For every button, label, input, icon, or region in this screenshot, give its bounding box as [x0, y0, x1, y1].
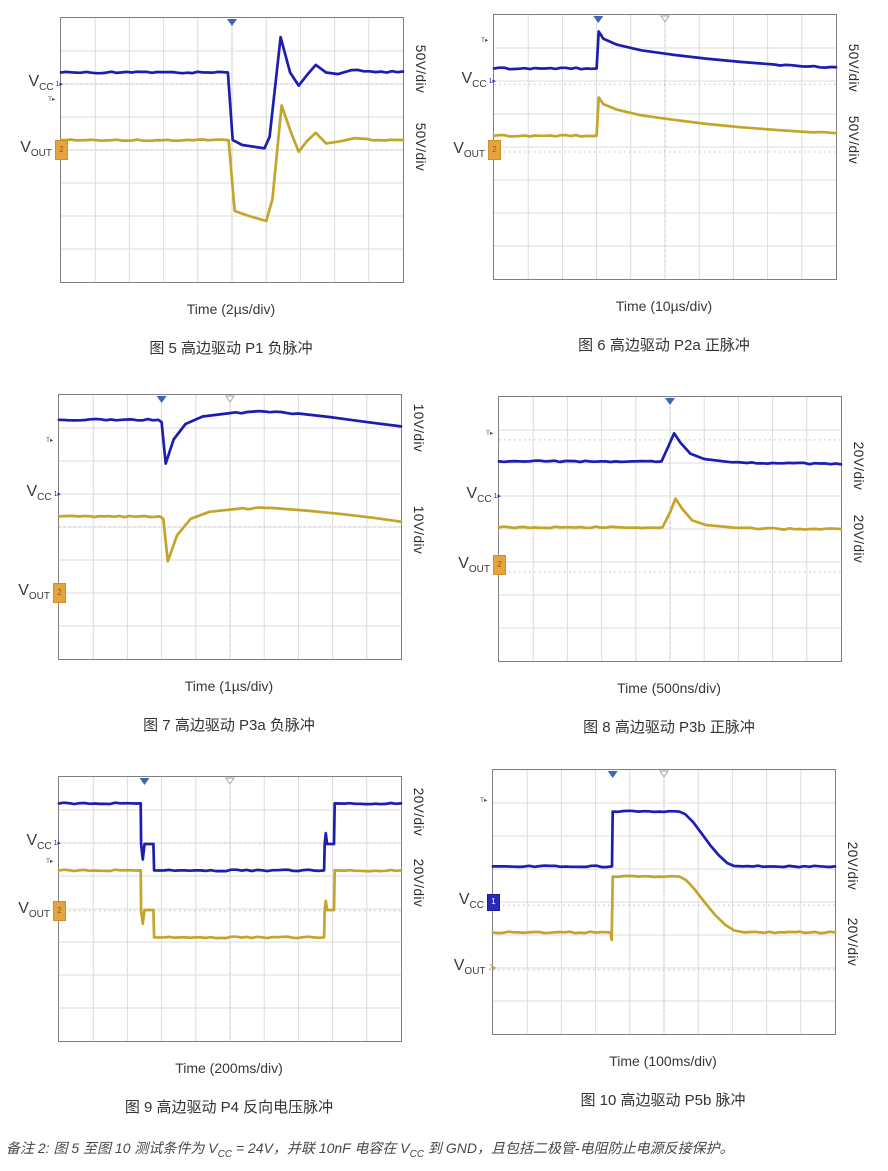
time-axis-label: Time (1µs/div) — [184, 678, 274, 694]
time-axis-label: Time (500ns/div) — [617, 680, 721, 696]
trigger-level-marker-icon: T▸ — [46, 436, 54, 444]
vcc-scale-label: 20V/div — [845, 841, 860, 890]
vout-channel-label: VOUT 2 — [0, 900, 66, 922]
figure-5-scope: VCC 1▸ T▸ VOUT 2 50V/div 50V/div Time (2… — [0, 17, 458, 367]
vcc-scale-label: 20V/div — [411, 787, 426, 836]
waveform-canvas — [492, 15, 838, 279]
channel1-marker-icon: 1▸ — [488, 77, 496, 85]
footnote: 备注 2: 图 5 至图 10 测试条件为 VCC = 24V，并联 10nF … — [6, 1140, 734, 1160]
scope-plot: VCC 1▸ T▸ VOUT 2 10V/div 10V/div — [18, 394, 426, 660]
figure-10-scope: VCC 1 T▸ VOUT 2▸ 20V/div 20V/div Time (1… — [430, 769, 888, 1119]
vout-channel-label: VOUT 2 — [424, 139, 501, 161]
channel2-marker-icon: 2 — [53, 583, 66, 603]
waveform-canvas — [59, 18, 405, 282]
figure-7-scope: VCC 1▸ T▸ VOUT 2 10V/div 10V/div Time (1… — [0, 394, 456, 744]
time-axis-label: Time (10µs/div) — [615, 298, 713, 314]
vcc-channel-label: VCC 1▸ — [0, 832, 61, 854]
vout-label-text: VOUT — [458, 554, 490, 575]
figure-caption: 图 6 高边驱动 P2a 正脉冲 — [578, 337, 750, 354]
vout-channel-label: VOUT 2 — [429, 554, 506, 576]
vout-scale-label: 10V/div — [411, 506, 426, 555]
trigger-level-marker-icon: T▸ — [48, 95, 56, 103]
vout-label-text: VOUT — [20, 139, 52, 160]
vcc-channel-label: VCC 1▸ — [0, 73, 63, 95]
figure-caption: 图 8 高边驱动 P3b 正脉冲 — [583, 719, 755, 736]
vout-scale-label: 50V/div — [413, 122, 428, 171]
channel1-marker-icon: 1▸ — [53, 839, 61, 847]
channel2-marker-icon: 2 — [53, 900, 66, 921]
vout-label-text: VOUT — [18, 582, 50, 603]
vout-label-text: VOUT — [18, 900, 50, 921]
vcc-scale-label: 50V/div — [413, 44, 428, 94]
channel1-marker-icon: 1▸ — [493, 492, 501, 500]
channel1-marker-icon: 1▸ — [55, 80, 63, 88]
time-axis-label: Time (2µs/div) — [186, 301, 276, 317]
figure-caption: 图 7 高边驱动 P3a 负脉冲 — [143, 717, 315, 734]
vout-label-text: VOUT — [453, 139, 485, 160]
vcc-channel-label: VCC 1▸ — [437, 485, 501, 507]
scope-plot: VCC 1▸ T▸ VOUT 2 50V/div 50V/div — [20, 17, 428, 283]
vout-scale-label: 20V/div — [845, 917, 860, 966]
waveform-canvas — [57, 395, 403, 659]
waveform-canvas — [497, 397, 843, 661]
vcc-label-text: VCC — [28, 73, 54, 94]
vcc-channel-label: VCC 1▸ — [0, 483, 61, 505]
vcc-label-text: VCC — [458, 891, 484, 912]
figure-caption: 图 5 高边驱动 P1 负脉冲 — [149, 340, 313, 357]
vout-channel-label: VOUT 2 — [0, 582, 66, 604]
vcc-label-text: VCC — [466, 485, 492, 506]
vout-scale-label: 20V/div — [851, 514, 866, 564]
vcc-channel-label: VCC 1 — [431, 891, 500, 913]
figure-caption: 图 9 高边驱动 P4 反向电压脉冲 — [124, 1099, 334, 1116]
vout-scale-label: 20V/div — [411, 858, 426, 907]
trigger-level-marker-icon: T▸ — [481, 36, 489, 44]
channel1-marker-icon: 1▸ — [53, 490, 61, 498]
vcc-scale-label: 10V/div — [411, 403, 426, 453]
waveform-canvas — [491, 770, 837, 1034]
waveform-canvas — [57, 777, 403, 1041]
vcc-channel-label: VCC 1▸ — [432, 70, 496, 92]
channel2-marker-icon: 2 — [488, 140, 501, 161]
vout-channel-label: VOUT 2 — [0, 139, 68, 161]
figure-caption: 图 10 高边驱动 P5b 脉冲 — [580, 1092, 746, 1109]
trigger-level-marker-icon: T▸ — [46, 858, 54, 866]
scope-plot: VCC 1▸ T▸ VOUT 2 20V/div 20V/div — [458, 396, 866, 662]
channel2-marker-icon: 2▸ — [488, 963, 497, 972]
trigger-level-marker-icon: T▸ — [486, 430, 494, 438]
scope-plot: VCC 1▸ T▸ VOUT 2 50V/div 50V/div — [453, 14, 861, 280]
vout-channel-label: VOUT 2▸ — [423, 957, 497, 979]
vcc-scale-label: 50V/div — [846, 43, 861, 93]
figure-6-scope: VCC 1▸ T▸ VOUT 2 50V/div 50V/div Time (1… — [431, 14, 888, 364]
scope-plot: VCC 1▸ T▸ VOUT 2 20V/div 20V/div — [18, 776, 426, 1042]
vcc-label-text: VCC — [26, 483, 52, 504]
figure-9-scope: VCC 1▸ T▸ VOUT 2 20V/div 20V/div Time (2… — [0, 776, 456, 1126]
vcc-label-text: VCC — [26, 832, 52, 853]
time-axis-label: Time (100ms/div) — [609, 1053, 717, 1069]
vout-scale-label: 50V/div — [846, 116, 861, 165]
vcc-scale-label: 20V/div — [851, 442, 866, 491]
vcc-label-text: VCC — [461, 70, 487, 91]
trigger-level-marker-icon: T▸ — [480, 796, 488, 804]
channel2-marker-icon: 2 — [55, 140, 68, 160]
figure-8-scope: VCC 1▸ T▸ VOUT 2 20V/div 20V/div Time (5… — [436, 396, 888, 746]
channel1-marker-icon: 1 — [487, 893, 500, 911]
scope-plot: VCC 1 T▸ VOUT 2▸ 20V/div 20V/div — [454, 769, 860, 1035]
vout-label-text: VOUT — [453, 957, 486, 978]
channel2-marker-icon: 2 — [493, 555, 506, 576]
time-axis-label: Time (200ms/div) — [175, 1060, 283, 1076]
